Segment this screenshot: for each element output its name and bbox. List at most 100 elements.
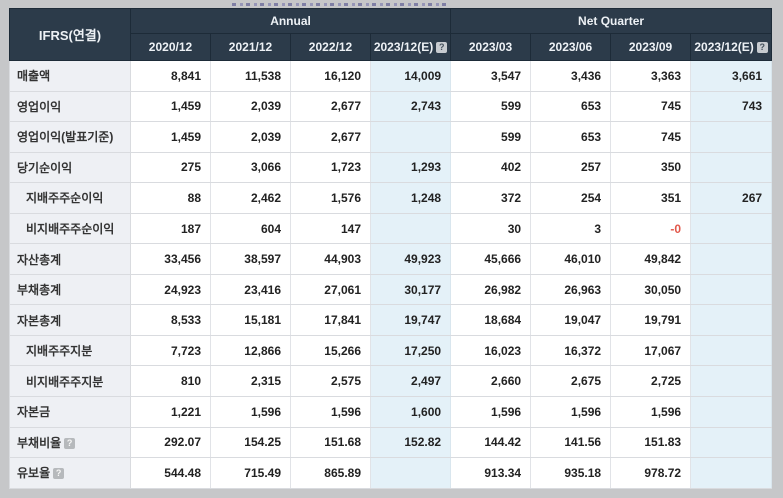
column-header-label: 2023/09 [628,40,673,54]
value-cell [690,121,773,153]
value-cell: 44,903 [290,243,371,275]
value-cell: 1,596 [530,396,612,428]
row-label: 비지배주주지분 [9,365,131,398]
value-cell: 292.07 [130,426,211,459]
row-label: 자본금 [9,396,131,428]
value-cell: 715.49 [210,457,291,489]
value-cell: 30,050 [610,273,692,306]
column-header: 2020/12 [130,33,211,61]
row-label: 비지배주주순이익 [9,212,131,245]
value-cell: 26,963 [530,273,612,306]
value-cell: 1,221 [130,396,211,428]
row-label: 매출액 [9,60,131,92]
value-cell [690,212,773,245]
value-cell [690,304,773,336]
value-cell: 1,596 [210,396,291,428]
help-icon[interactable]: ? [53,468,65,480]
value-cell: 2,725 [610,365,692,398]
row-label-text: 지배주주지분 [26,344,93,359]
value-cell: 2,677 [290,90,371,123]
value-cell: 2,462 [210,182,291,214]
value-cell: 23,416 [210,273,291,306]
column-group-net-quarter: Net Quarter [450,8,773,34]
value-cell [690,365,773,398]
row-label-text: 매출액 [17,69,51,84]
value-cell: 267 [690,182,773,214]
value-cell: 1,596 [290,396,371,428]
value-cell: 187 [130,212,211,245]
row-label: 부채비율? [9,426,131,459]
row-label: 영업이익(발표기준) [9,121,131,153]
value-cell: 2,677 [290,121,371,153]
value-cell: -0 [610,212,692,245]
row-label: 지배주주순이익 [9,182,131,214]
value-cell: 49,842 [610,243,692,275]
value-cell: 2,660 [450,365,532,398]
value-cell: 3 [530,212,612,245]
value-cell: 743 [690,90,773,123]
table-row: 지배주주순이익 88 2,462 1,576 1,248 372 254 351 267 [9,182,773,214]
value-cell: 653 [530,90,612,123]
value-cell: 3,661 [690,60,773,92]
column-header-label: 2020/12 [148,40,193,54]
value-cell: 46,010 [530,243,612,275]
value-cell: 16,023 [450,334,532,367]
column-header-label: 2023/12(E) [694,40,754,54]
value-cell: 2,575 [290,365,371,398]
column-header: 2021/12 [210,33,291,61]
value-cell: 2,039 [210,121,291,153]
value-cell [690,396,773,428]
value-cell: 45,666 [450,243,532,275]
value-cell: 30,177 [369,273,452,306]
column-header-label: 2023/12(E) [373,40,434,54]
table-row: 매출액 8,841 11,538 16,120 14,009 3,547 3,436 3,36… [9,60,773,92]
column-group-annual: Annual [129,8,452,34]
value-cell [690,334,773,367]
help-icon[interactable]: ? [436,42,448,53]
value-cell: 1,596 [610,396,692,428]
row-label-text: 자산총계 [17,252,62,267]
value-cell: 653 [530,121,612,153]
clipped-text-sliver [232,0,446,7]
value-cell [369,212,452,245]
row-label-text: 부채총계 [17,283,62,298]
value-cell: 14,009 [369,60,452,92]
table-row: 영업이익(발표기준) 1,459 2,039 2,677 599 653 745 [9,121,773,153]
help-icon[interactable]: ? [756,42,768,53]
row-label-text: 당기순이익 [17,160,73,175]
value-cell: 2,743 [369,90,452,123]
value-cell: 15,266 [290,334,371,367]
value-cell: 7,723 [130,334,211,367]
value-cell: 257 [530,151,612,184]
column-header: 2023/12(E)? [690,33,773,61]
value-cell: 2,315 [210,365,291,398]
table-row: 자산총계 33,456 38,597 44,903 49,923 45,666 46,010… [9,243,773,275]
value-cell: 599 [450,121,532,153]
table-row: 자본금 1,221 1,596 1,596 1,600 1,596 1,596 1,596 [9,396,773,428]
table-corner-label: IFRS(연결) [9,8,131,61]
help-icon[interactable]: ? [64,437,76,449]
column-header-label: 2023/06 [548,40,593,54]
value-cell [690,151,773,184]
value-cell: 2,675 [530,365,612,398]
value-cell: 1,596 [450,396,532,428]
value-cell: 3,436 [530,60,612,92]
value-cell: 1,248 [369,182,452,214]
column-header-label: 2021/12 [228,40,273,54]
row-label-text: 지배주주순이익 [26,191,104,206]
value-cell: 3,547 [450,60,532,92]
value-cell: 152.82 [369,426,452,459]
clipped-text-pixels [232,3,446,6]
value-cell: 147 [290,212,371,245]
value-cell: 275 [130,151,211,184]
value-cell: 151.68 [290,426,371,459]
row-label: 지배주주지분 [9,334,131,367]
value-cell: 141.56 [530,426,612,459]
table-row: 영업이익 1,459 2,039 2,677 2,743 599 653 745 743 [9,90,773,123]
value-cell: 604 [210,212,291,245]
value-cell: 254 [530,182,612,214]
value-cell: 935.18 [530,457,612,489]
table-header: IFRS(연결) Annual Net Quarter 2020/12 2021/12 2… [9,8,773,61]
value-cell: 2,497 [369,365,452,398]
value-cell: 865.89 [290,457,371,489]
